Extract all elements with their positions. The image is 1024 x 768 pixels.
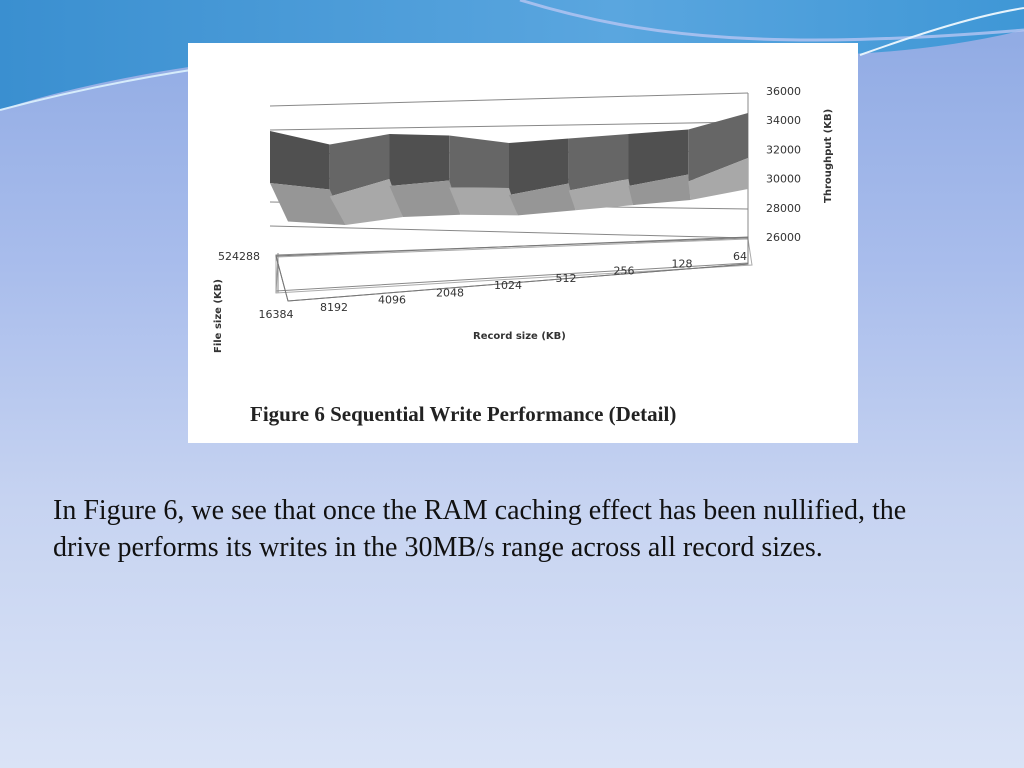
surface-front-facet [509, 183, 576, 216]
z-tick-label: 26000 [766, 231, 801, 244]
surface-front-facet [688, 158, 748, 200]
gridline [269, 92, 749, 107]
x-tick-label: 512 [556, 272, 577, 285]
x-tick-label: 64 [733, 250, 747, 263]
chart-base-plane [275, 236, 753, 302]
floor-inner [275, 238, 753, 294]
surface-back-facet [509, 138, 569, 195]
y-axis-title: File size (KB) [213, 279, 224, 353]
surface-back-facet [568, 134, 629, 191]
surface-back-facet [389, 134, 450, 186]
z-axis-title: Throughput (KB) [823, 109, 834, 203]
x-tick-label: 8192 [320, 301, 348, 314]
z-tick-label: 36000 [766, 85, 801, 98]
chart-surface [270, 113, 748, 226]
figure-caption: Figure 6 Sequential Write Performance (D… [250, 402, 676, 426]
x-tick-label: 2048 [436, 286, 464, 299]
z-tick-label: 30000 [766, 173, 801, 186]
surface-front-facet [449, 187, 518, 216]
surface-front-facet [628, 174, 691, 206]
x-axis-line [287, 263, 749, 302]
x-tick-label: 256 [614, 265, 635, 278]
z-tick-label: 32000 [766, 143, 801, 156]
y-axis-line [275, 255, 289, 302]
surface-chart: 36000 34000 32000 30000 28000 26000 16384 8192 4… [213, 85, 834, 426]
z-tick-label: 28000 [766, 202, 801, 215]
surface-front-facet [329, 179, 403, 226]
figure-image: 36000 34000 32000 30000 28000 26000 16384 8192 4… [188, 43, 858, 443]
surface-back-facet [688, 113, 748, 182]
x-tick-label: 16384 [259, 308, 294, 321]
gridline [269, 121, 749, 131]
surface-back-facet [628, 129, 689, 186]
surface-front-facet [568, 179, 633, 211]
x-tick-label: 1024 [494, 279, 522, 292]
slide-body-text: In Figure 6, we see that once the RAM ca… [53, 495, 907, 563]
surface-back-facet [449, 135, 509, 188]
surface-back-facet [270, 131, 330, 190]
x-axis-title: Record size (KB) [473, 331, 566, 342]
surface-front-facet [270, 183, 346, 226]
x-tick-label: 128 [672, 257, 693, 270]
surface-back-facet [329, 134, 390, 197]
surface-front-facet [389, 180, 461, 217]
z-tick-label: 34000 [766, 114, 801, 127]
gridline [269, 225, 749, 239]
x-tick-label: 4096 [378, 294, 406, 307]
y-tick-label: 524288 [218, 250, 260, 263]
chart-labels: 36000 34000 32000 30000 28000 26000 16384 8192 4… [218, 85, 801, 321]
